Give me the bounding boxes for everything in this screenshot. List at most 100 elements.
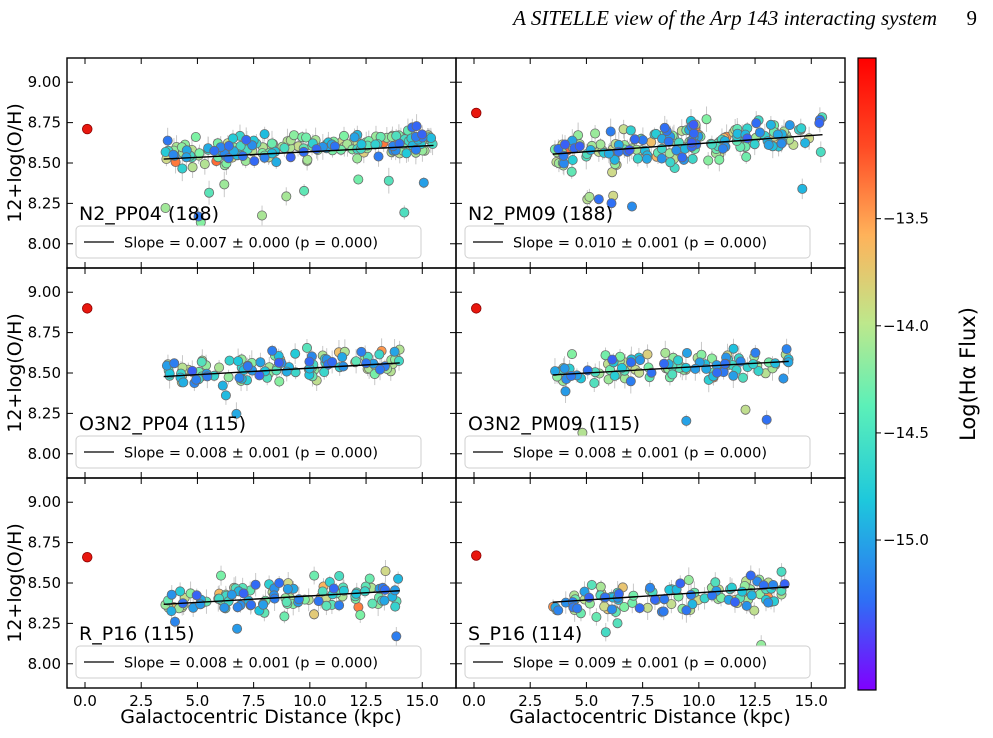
trend-line xyxy=(552,134,823,155)
data-point xyxy=(667,369,678,380)
colorbar-tick-label: −14.0 xyxy=(883,317,929,335)
data-point xyxy=(560,139,571,150)
data-point xyxy=(753,365,764,376)
data-point xyxy=(227,133,238,144)
colorbar-gradient xyxy=(857,57,877,691)
reference-point xyxy=(471,107,482,119)
x-tick-label: 0.0 xyxy=(73,692,97,710)
data-point xyxy=(391,631,402,642)
data-point xyxy=(351,356,362,367)
data-point xyxy=(606,198,617,209)
data-point xyxy=(238,588,249,599)
data-point xyxy=(352,153,363,164)
legend: Slope = 0.010 ± 0.001 (p = 0.000) xyxy=(464,225,811,259)
running-head: A SITELLE view of the Arp 143 interactin… xyxy=(513,6,937,30)
data-point xyxy=(619,602,630,613)
sample-count: (115) xyxy=(143,623,194,645)
data-point xyxy=(574,141,585,152)
data-point xyxy=(677,152,688,163)
data-point xyxy=(162,135,173,146)
data-point xyxy=(781,344,792,355)
data-point xyxy=(311,144,322,155)
data-point xyxy=(279,142,290,153)
data-point xyxy=(267,345,278,356)
data-point xyxy=(688,128,699,139)
y-tick-label: 8.00 xyxy=(28,655,61,673)
x-axis-label: Galactocentric Distance (kpc) xyxy=(509,706,790,728)
data-point xyxy=(710,577,721,588)
data-point xyxy=(712,367,723,378)
data-point xyxy=(675,578,686,589)
reference-point xyxy=(471,303,482,314)
panel-r-p16: 8.00 8.25 8.50 8.75 9.00 0.0 2.5 5.0 7.5 10.0 12.5… xyxy=(28,477,457,710)
data-point xyxy=(256,210,267,221)
data-point xyxy=(600,592,611,603)
data-point xyxy=(758,580,769,591)
data-point xyxy=(765,119,776,130)
legend: Slope = 0.007 ± 0.000 (p = 0.000) xyxy=(75,225,422,259)
calibration-name: N2_PM09 xyxy=(468,203,556,225)
data-point xyxy=(567,154,578,165)
data-point xyxy=(584,592,595,603)
data-point xyxy=(401,148,412,159)
data-point xyxy=(273,357,284,368)
data-point xyxy=(609,154,620,165)
data-point xyxy=(231,408,242,419)
data-point xyxy=(607,354,618,365)
data-point xyxy=(591,612,602,623)
data-point xyxy=(178,377,189,388)
data-point xyxy=(338,585,349,596)
data-point xyxy=(645,582,656,593)
data-point xyxy=(255,357,266,368)
x-tick-label: 5.0 xyxy=(185,692,209,710)
legend-box xyxy=(464,225,811,259)
data-point xyxy=(193,211,204,222)
data-point xyxy=(687,153,698,164)
data-point xyxy=(233,356,244,367)
data-point xyxy=(380,566,391,577)
data-point xyxy=(625,376,636,387)
data-point xyxy=(660,347,671,358)
data-point xyxy=(553,605,564,616)
data-point xyxy=(776,566,787,577)
panel-grid: 8.00 8.25 8.50 8.75 9.00 N2_PP04 (188) Slope =… xyxy=(28,57,846,710)
x-tick-label: 0.0 xyxy=(462,692,486,710)
data-point xyxy=(199,159,210,170)
data-point xyxy=(665,157,676,168)
legend-slope-text: Slope = 0.008 ± 0.001 (p = 0.000) xyxy=(124,656,378,672)
data-point xyxy=(603,148,614,159)
data-point xyxy=(600,627,611,638)
data-point xyxy=(334,571,345,582)
data-point xyxy=(418,177,429,188)
reference-point xyxy=(82,551,93,563)
panel-o3n2-pm09: O3N2_PM09 (115) Slope = 0.008 ± 0.001 (p … xyxy=(455,267,846,479)
data-point xyxy=(728,370,739,381)
data-point xyxy=(220,390,231,401)
data-point xyxy=(390,601,401,612)
data-point xyxy=(250,579,261,590)
data-point xyxy=(370,139,381,150)
data-point xyxy=(353,174,364,185)
colorbar-tick-label: −15.0 xyxy=(883,531,929,549)
data-point xyxy=(393,573,404,584)
data-point xyxy=(169,358,180,369)
data-point xyxy=(625,125,636,136)
data-point xyxy=(282,584,293,595)
legend-slope-text: Slope = 0.008 ± 0.001 (p = 0.000) xyxy=(513,446,767,462)
data-point xyxy=(681,415,692,426)
data-point xyxy=(274,578,285,589)
x-axis-label: Galactocentric Distance (kpc) xyxy=(120,706,401,728)
data-point xyxy=(784,120,795,131)
data-point xyxy=(334,600,345,611)
data-point xyxy=(426,132,437,143)
data-point xyxy=(290,348,301,359)
data-point xyxy=(593,194,604,205)
legend: Slope = 0.008 ± 0.001 (p = 0.000) xyxy=(75,435,422,469)
data-point xyxy=(717,143,728,154)
data-point xyxy=(550,366,561,377)
data-point xyxy=(175,586,186,597)
y-tick-label: 8.25 xyxy=(28,614,61,632)
data-point xyxy=(241,134,252,145)
data-point xyxy=(160,202,171,213)
data-point xyxy=(589,377,600,388)
